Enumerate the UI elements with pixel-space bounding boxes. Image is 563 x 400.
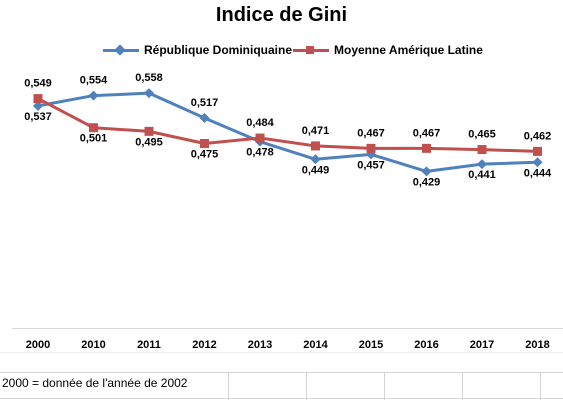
- x-tick-label: 2016: [414, 339, 438, 351]
- chart-plot-area: 2000 2010 2011 2012 2013 2014 2015 2016 2017 2018…: [12, 72, 563, 351]
- legend-label-rd: République Dominiquaine: [144, 43, 293, 57]
- legend-swatch-latam: [293, 45, 329, 54]
- data-label-rd: 0,429: [413, 176, 441, 188]
- data-point-latam: [200, 139, 209, 148]
- data-label-latam: 0,467: [413, 127, 441, 139]
- x-tick-label: 2011: [137, 339, 161, 351]
- series-line-rd: [37, 91, 538, 173]
- x-tick-label: 2012: [192, 339, 216, 351]
- data-label-latam: 0,471: [302, 125, 330, 137]
- data-point-latam: [311, 141, 320, 151]
- data-label-rd: 0,554: [80, 75, 108, 87]
- data-point-rd: [144, 88, 154, 99]
- data-label-latam: 0,462: [524, 130, 552, 142]
- data-point-rd: [33, 100, 43, 111]
- data-label-latam: 0,475: [191, 149, 219, 161]
- x-tick-label: 2017: [470, 339, 494, 351]
- x-tick-label: 2018: [525, 339, 549, 351]
- data-label-rd: 0,457: [357, 159, 385, 171]
- legend-swatch-rd: [103, 43, 139, 56]
- data-point-latam: [477, 145, 487, 155]
- data-point-rd: [88, 90, 99, 101]
- data-point-latam: [533, 146, 542, 156]
- data-point-latam: [366, 143, 376, 153]
- data-label-latam: 0,465: [468, 129, 496, 141]
- data-point-latam: [255, 133, 265, 143]
- data-point-latam: [33, 94, 43, 104]
- data-label-latam: 0,549: [24, 78, 52, 90]
- x-tick-label: 2000: [26, 339, 50, 351]
- data-label-latam: 0,484: [246, 117, 274, 129]
- footnote: 2000 = donnée de l'année de 2002: [2, 376, 188, 390]
- data-label-rd: 0,537: [24, 111, 52, 123]
- data-label-rd: 0,444: [524, 167, 552, 179]
- data-label-rd: 0,558: [135, 72, 163, 84]
- data-point-latam: [89, 123, 98, 133]
- series-line-latam: [37, 97, 538, 153]
- x-tick-label: 2015: [359, 339, 383, 351]
- x-tick-label: 2010: [81, 339, 105, 351]
- square-marker-icon: [306, 45, 314, 54]
- data-label-rd: 0,449: [302, 164, 330, 176]
- data-point-latam: [144, 126, 154, 136]
- data-point-rd: [310, 154, 321, 165]
- data-label-latam: 0,501: [80, 133, 108, 145]
- legend-item-rd: République Dominiquaine: [103, 42, 292, 58]
- data-label-latam: 0,467: [357, 127, 385, 139]
- chart-legend: République Dominiquaine Moyenne Amérique…: [0, 42, 563, 58]
- data-point-latam: [422, 143, 431, 153]
- legend-label-latam: Moyenne Amérique Latine: [334, 43, 483, 57]
- data-point-rd: [199, 113, 210, 124]
- data-label-rd: 0,517: [191, 97, 219, 109]
- data-point-rd: [532, 157, 543, 168]
- chart-title: Indice de Gini: [215, 4, 348, 26]
- x-tick-label: 2013: [248, 339, 272, 351]
- data-label-rd: 0,478: [246, 147, 274, 159]
- data-label-latam: 0,495: [135, 136, 163, 148]
- data-point-rd: [421, 166, 432, 177]
- x-tick-label: 2014: [303, 339, 328, 351]
- spreadsheet-grid: [0, 352, 563, 400]
- data-point-rd: [477, 159, 487, 170]
- legend-item-latam: Moyenne Amérique Latine: [293, 42, 483, 58]
- data-label-rd: 0,441: [468, 169, 496, 181]
